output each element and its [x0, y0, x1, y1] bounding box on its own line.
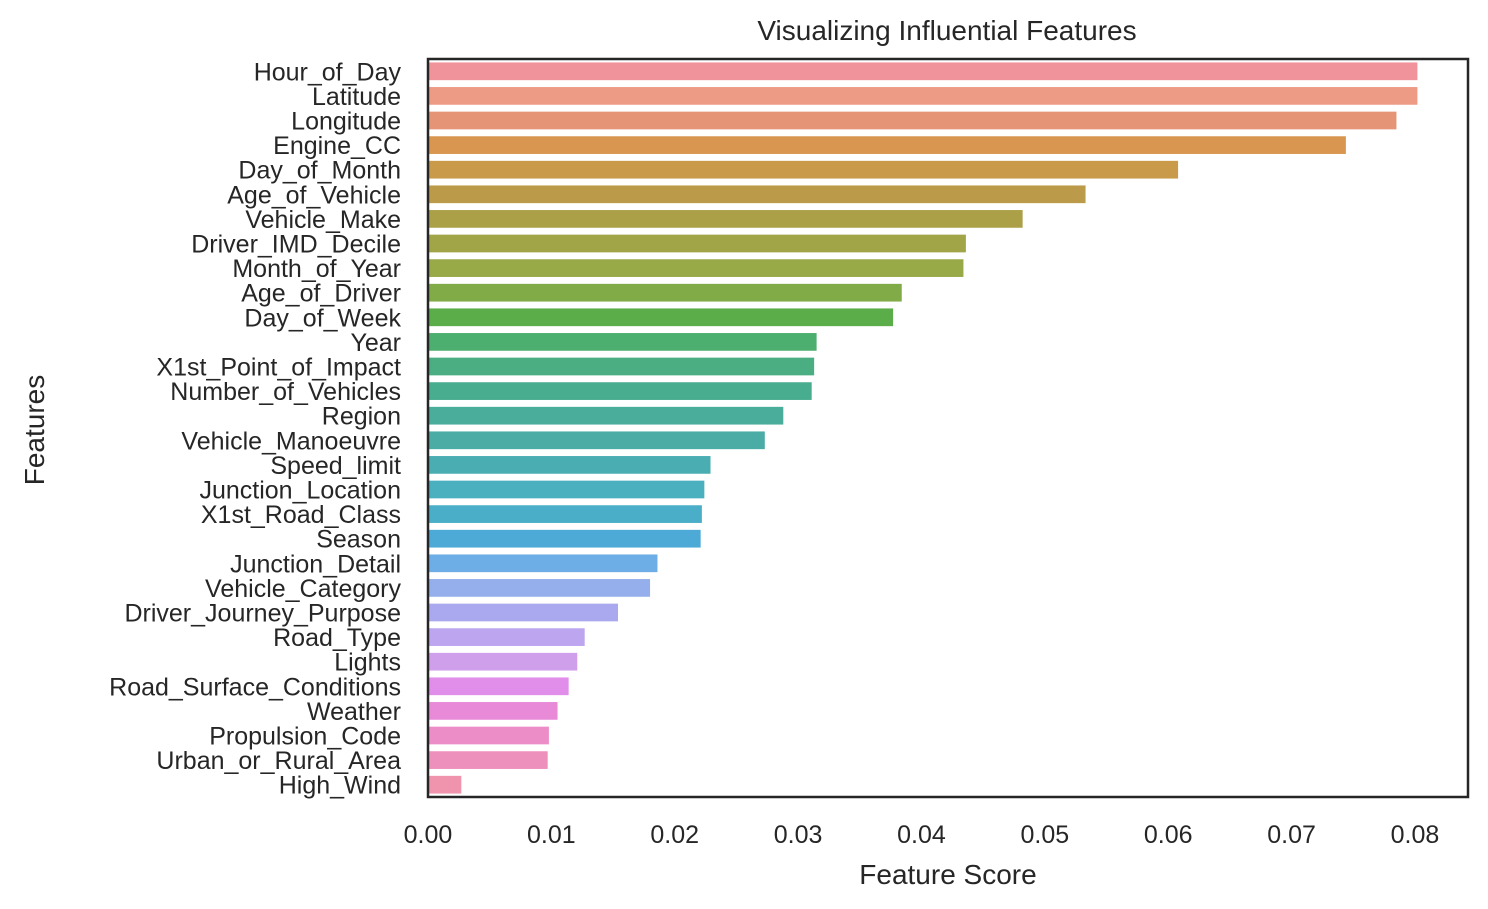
y-tick-label: Driver_Journey_Purpose: [124, 600, 401, 628]
y-tick-label: Speed_limit: [270, 452, 401, 480]
x-tick-label: 0.07: [1267, 821, 1316, 849]
bar-vehicle-manoeuvre: [428, 431, 765, 450]
y-tick-label: Road_Surface_Conditions: [109, 673, 401, 701]
y-tick-label: Urban_or_Rural_Area: [156, 747, 401, 775]
bar-region: [428, 406, 784, 425]
bar-longitude: [428, 111, 1397, 130]
bar-weather: [428, 702, 558, 720]
y-tick-label: Year: [350, 329, 401, 357]
bar-day-of-month: [428, 160, 1179, 179]
y-tick-label: Lights: [334, 649, 401, 677]
bar-hour-of-day: [428, 62, 1418, 81]
y-tick-labels: Hour_of_DayLatitudeLongitudeEngine_CCDay…: [109, 58, 401, 799]
y-tick-label: Hour_of_Day: [254, 58, 402, 86]
x-tick-label: 0.08: [1391, 821, 1440, 849]
y-tick-label: X1st_Road_Class: [201, 501, 401, 529]
y-tick-label: X1st_Point_of_Impact: [156, 354, 401, 382]
y-tick-label: Season: [316, 526, 401, 554]
bar-junction-location: [428, 480, 705, 499]
bar-engine-cc: [428, 136, 1346, 154]
y-tick-label: Vehicle_Category: [205, 575, 401, 603]
chart-title: Visualizing Influential Features: [757, 15, 1136, 46]
x-tick-label: 0.00: [404, 821, 453, 849]
y-tick-label: Road_Type: [273, 624, 401, 652]
bar-vehicle-category: [428, 579, 651, 597]
bar-urban-or-rural-area: [428, 751, 548, 769]
bar-vehicle-make: [428, 210, 1023, 228]
y-tick-label: Vehicle_Make: [245, 206, 401, 234]
y-tick-label: Day_of_Week: [244, 304, 401, 332]
y-tick-label: Propulsion_Code: [209, 723, 401, 751]
x-tick-label: 0.03: [774, 821, 823, 849]
bar-day-of-week: [428, 308, 894, 327]
bar-season: [428, 529, 701, 548]
plot-frame: [426, 57, 1470, 799]
x-tick-labels: 0.00 0.01 0.02 0.03 0.04 0.05 0.06 0.07 0.08: [404, 821, 1440, 849]
y-axis-title: Features: [19, 375, 50, 486]
y-tick-label: High_Wind: [279, 772, 401, 800]
bar-high-wind: [428, 775, 462, 794]
y-tick-label: Junction_Location: [199, 477, 401, 505]
bar-x1st-point-of-impact: [428, 357, 815, 376]
bar-road-type: [428, 628, 585, 646]
y-tick-label: Engine_CC: [273, 132, 401, 160]
y-tick-label: Latitude: [312, 83, 401, 111]
bar-speed-limit: [428, 456, 711, 474]
bar-driver-journey-purpose: [428, 603, 618, 622]
bar-age-of-vehicle: [428, 185, 1086, 204]
y-tick-label: Age_of_Vehicle: [227, 181, 401, 209]
y-tick-label: Number_of_Vehicles: [170, 378, 401, 406]
x-tick-label: 0.04: [897, 821, 946, 849]
y-tick-label: Day_of_Month: [238, 157, 401, 185]
bar-age-of-driver: [428, 283, 902, 302]
x-tick-label: 0.01: [527, 821, 576, 849]
x-axis-title: Feature Score: [859, 859, 1036, 890]
y-tick-label: Driver_IMD_Decile: [191, 231, 401, 259]
x-tick-label: 0.02: [650, 821, 699, 849]
bar-lights: [428, 652, 578, 671]
bar-driver-imd-decile: [428, 234, 966, 253]
y-tick-label: Weather: [307, 698, 401, 726]
bar-road-surface-conditions: [428, 677, 569, 696]
bar-propulsion-code: [428, 726, 549, 745]
y-tick-label: Vehicle_Manoeuvre: [181, 427, 401, 455]
y-tick-label: Age_of_Driver: [241, 280, 401, 308]
bar-x1st-road-class: [428, 505, 702, 523]
y-tick-label: Region: [322, 403, 401, 431]
y-tick-label: Junction_Detail: [230, 550, 401, 578]
bars-layer: [428, 62, 1418, 794]
bar-latitude: [428, 87, 1418, 105]
bar-junction-detail: [428, 554, 658, 573]
x-tick-label: 0.05: [1021, 821, 1070, 849]
bar-month-of-year: [428, 259, 964, 277]
y-tick-label: Longitude: [291, 108, 401, 136]
bar-number-of-vehicles: [428, 382, 812, 400]
y-tick-label: Month_of_Year: [232, 255, 401, 283]
bar-year: [428, 333, 817, 351]
x-tick-label: 0.06: [1144, 821, 1193, 849]
